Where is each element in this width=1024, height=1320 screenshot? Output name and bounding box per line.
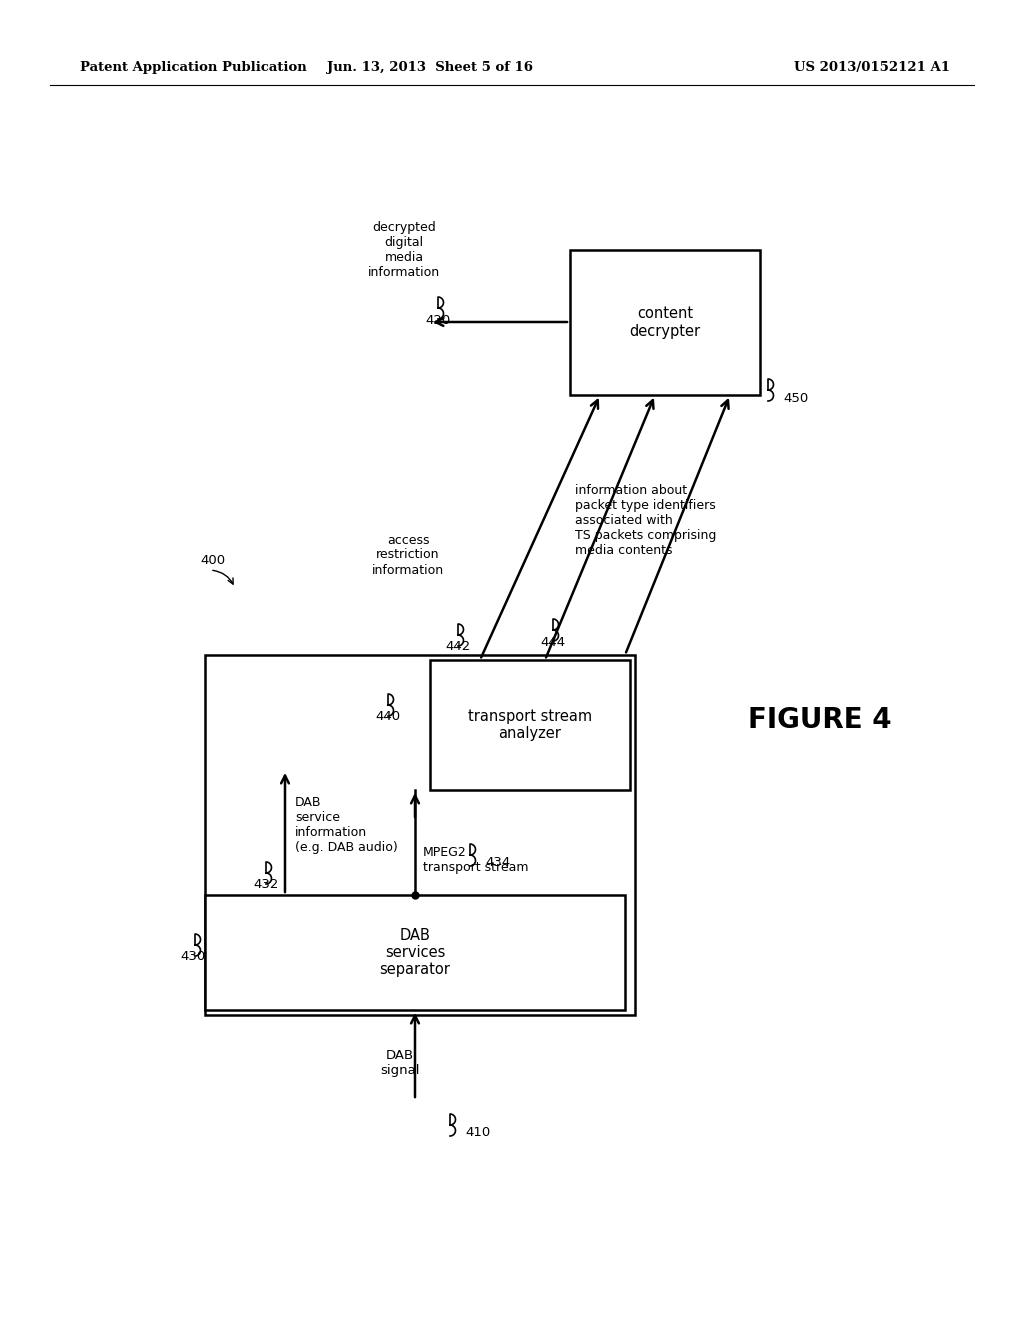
- Bar: [570, 249, 760, 395]
- Text: 410: 410: [465, 1126, 490, 1139]
- Text: 432: 432: [253, 879, 279, 891]
- Text: 442: 442: [445, 640, 470, 653]
- Bar: [205, 655, 635, 1015]
- Text: access
restriction
information: access restriction information: [372, 533, 444, 577]
- Bar: [205, 895, 625, 1010]
- Text: 430: 430: [180, 950, 205, 964]
- Text: 420: 420: [425, 314, 451, 326]
- Text: 440: 440: [375, 710, 400, 723]
- Text: DAB
service
information
(e.g. DAB audio): DAB service information (e.g. DAB audio): [295, 796, 397, 854]
- Text: Patent Application Publication: Patent Application Publication: [80, 62, 307, 74]
- Text: MPEG2
transport stream: MPEG2 transport stream: [423, 846, 528, 874]
- Text: transport stream
analyzer: transport stream analyzer: [468, 709, 592, 742]
- Text: 434: 434: [485, 857, 510, 870]
- Text: DAB
services
separator: DAB services separator: [380, 928, 451, 977]
- Text: 400: 400: [200, 553, 225, 566]
- Text: FIGURE 4: FIGURE 4: [749, 706, 892, 734]
- Text: decrypted
digital
media
information: decrypted digital media information: [368, 220, 440, 279]
- Text: DAB
signal: DAB signal: [380, 1049, 420, 1077]
- Text: 444: 444: [540, 635, 565, 648]
- Bar: [430, 660, 630, 789]
- Text: 450: 450: [783, 392, 808, 404]
- Text: US 2013/0152121 A1: US 2013/0152121 A1: [794, 62, 950, 74]
- Text: Jun. 13, 2013  Sheet 5 of 16: Jun. 13, 2013 Sheet 5 of 16: [327, 62, 534, 74]
- Text: information about
packet type identifiers
associated with
TS packets comprising
: information about packet type identifier…: [575, 483, 717, 557]
- Text: content
decrypter: content decrypter: [630, 306, 700, 339]
